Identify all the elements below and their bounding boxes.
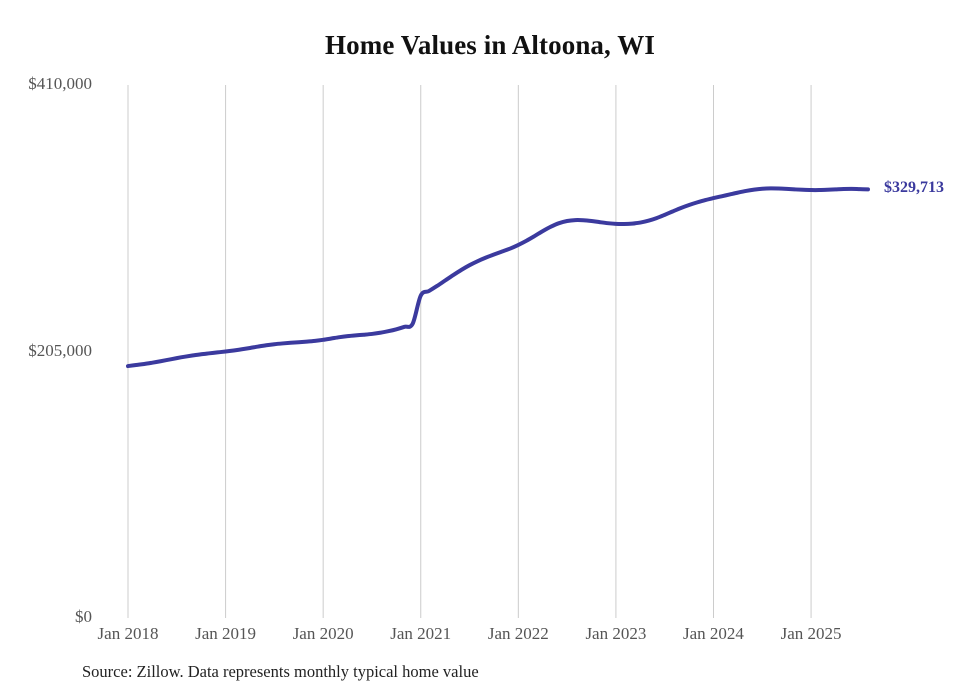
y-tick-label-0: $410,000 [28,74,92,93]
y-tick-label-1: $205,000 [28,340,92,360]
x-tick-label-jan-2018: Jan 2018 [97,624,159,643]
chart-title: Home Values in Altoona, WI [325,30,655,60]
end-value-label: $329,713 [884,179,944,197]
x-tick-label-jan-2025: Jan 2025 [780,624,842,643]
x-tick-label-jan-2021: Jan 2021 [390,624,452,643]
x-tick-label-jan-2020: Jan 2020 [292,624,354,643]
series-line-0 [126,186,870,369]
y-tick-label-2: $0 [75,607,92,626]
x-tick-label-jan-2024: Jan 2024 [683,624,744,643]
x-tick-label-jan-2019: Jan 2019 [195,624,257,643]
x-tick-label-jan-2023: Jan 2023 [585,624,647,643]
x-tick-label-jan-2022: Jan 2022 [487,624,549,643]
source-note: Source: Zillow. Data represents monthly … [82,662,479,681]
series-paths-group [126,186,870,369]
